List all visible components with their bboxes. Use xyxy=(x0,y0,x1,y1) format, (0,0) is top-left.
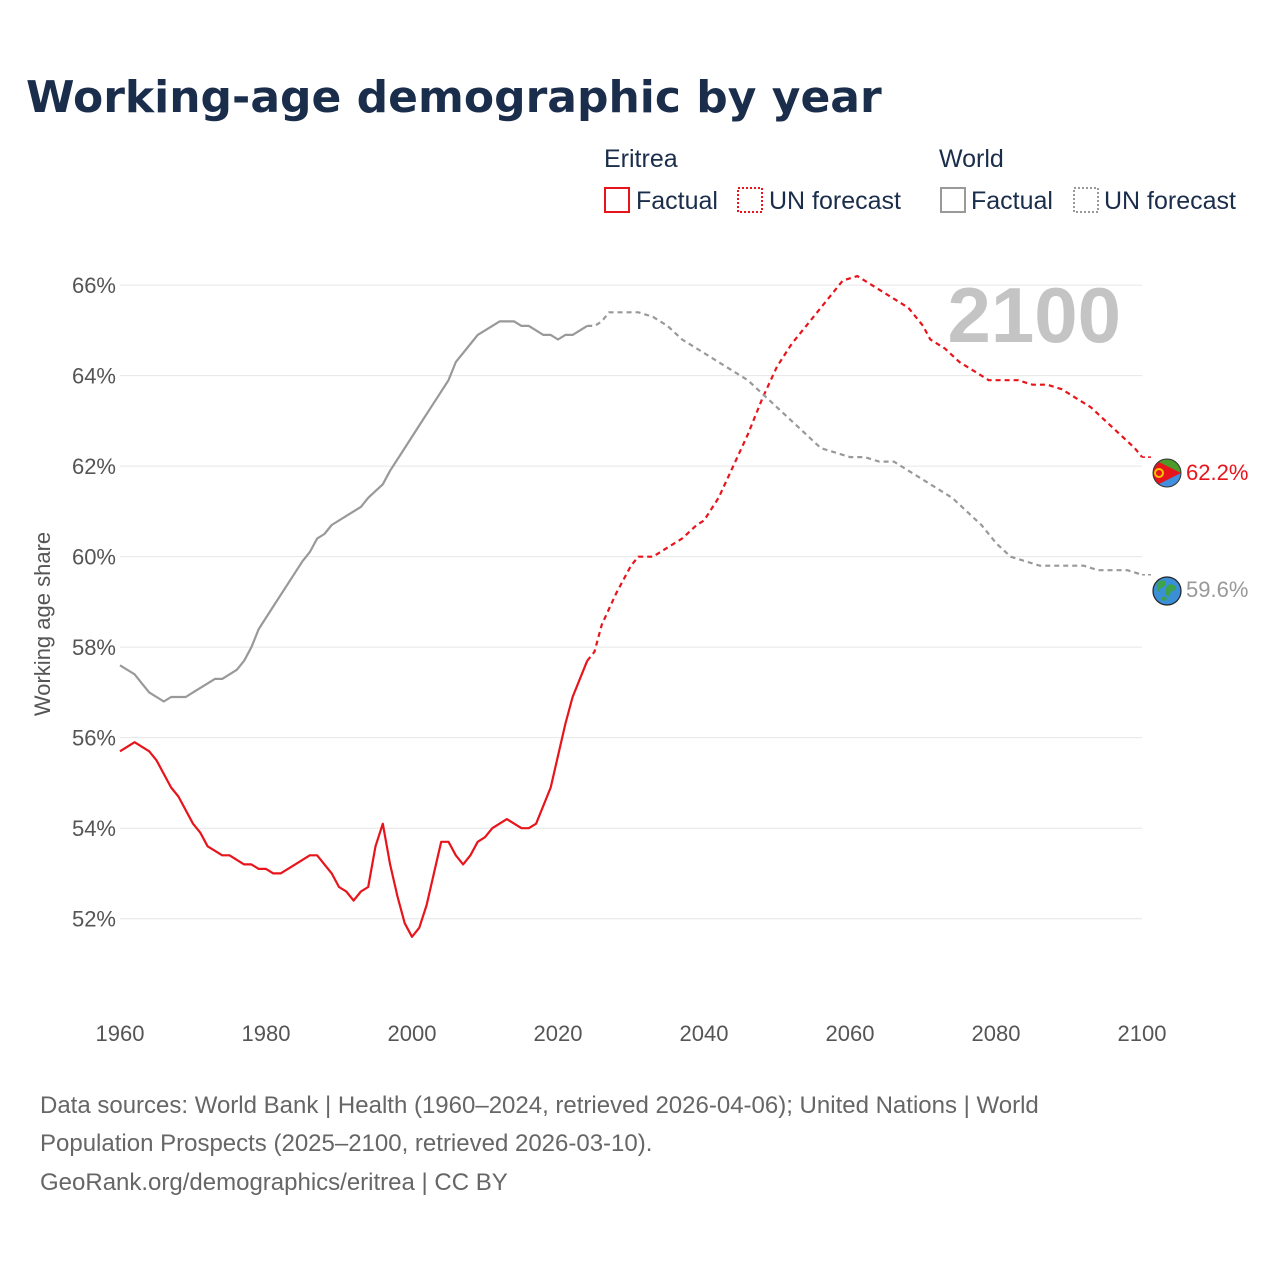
x-axis-ticks: 1960 1980 2000 2020 2040 2060 2080 2100 xyxy=(96,1021,1167,1046)
eritrea-factual-line xyxy=(119,660,589,938)
legend-swatch-eritrea-forecast xyxy=(737,187,763,213)
footer-link[interactable]: GeoRank.org/demographics/eritrea | CC BY xyxy=(40,1169,508,1196)
y-tick-label: 58% xyxy=(72,635,116,660)
eritrea-flag-icon xyxy=(1152,458,1182,488)
x-tick-label: 2040 xyxy=(680,1021,729,1046)
legend-group-world: World xyxy=(939,145,1004,173)
x-tick-label: 2020 xyxy=(534,1021,583,1046)
x-tick-label: 2100 xyxy=(1118,1021,1167,1046)
eritrea-forecast-line xyxy=(586,275,1143,662)
grid xyxy=(120,284,1142,920)
series-lines xyxy=(119,275,1152,938)
x-tick-label: 1960 xyxy=(96,1021,145,1046)
y-tick-label: 64% xyxy=(72,364,116,389)
current-year-label: 2100 xyxy=(947,271,1121,359)
y-axis-label: Working age share xyxy=(30,532,55,716)
legend-swatch-world-forecast xyxy=(1073,187,1099,213)
y-tick-label: 62% xyxy=(72,454,116,479)
legend-label-world-forecast[interactable]: UN forecast xyxy=(1104,187,1236,215)
legend[interactable]: Eritrea Factual UN forecast World Factua… xyxy=(604,145,1236,215)
y-tick-label: 54% xyxy=(72,816,116,841)
world-end-value: 59.6% xyxy=(1186,577,1248,602)
x-tick-label: 2000 xyxy=(388,1021,437,1046)
y-axis-ticks: 52% 54% 56% 58% 60% 62% 64% 66% xyxy=(72,273,116,932)
y-tick-label: 52% xyxy=(72,907,116,932)
world-factual-line xyxy=(119,320,588,703)
globe-icon xyxy=(1152,576,1182,606)
footer-sources-line2: Population Prospects (2025–2100, retriev… xyxy=(40,1130,652,1157)
world-forecast-line xyxy=(587,311,1143,576)
legend-group-eritrea: Eritrea xyxy=(604,145,678,173)
eritrea-end-value: 62.2% xyxy=(1186,460,1248,485)
x-tick-label: 2080 xyxy=(972,1021,1021,1046)
legend-label-world-factual[interactable]: Factual xyxy=(971,187,1053,215)
legend-label-eritrea-forecast[interactable]: UN forecast xyxy=(769,187,901,215)
legend-label-eritrea-factual[interactable]: Factual xyxy=(636,187,718,215)
x-tick-label: 2060 xyxy=(826,1021,875,1046)
x-tick-label: 1980 xyxy=(242,1021,291,1046)
y-tick-label: 60% xyxy=(72,545,116,570)
y-tick-label: 56% xyxy=(72,726,116,751)
footer-sources-line1: Data sources: World Bank | Health (1960–… xyxy=(40,1092,1039,1119)
chart-title: Working-age demographic by year xyxy=(26,72,882,123)
y-tick-label: 66% xyxy=(72,273,116,298)
legend-swatch-world-factual xyxy=(940,187,966,213)
legend-swatch-eritrea-factual xyxy=(604,187,630,213)
